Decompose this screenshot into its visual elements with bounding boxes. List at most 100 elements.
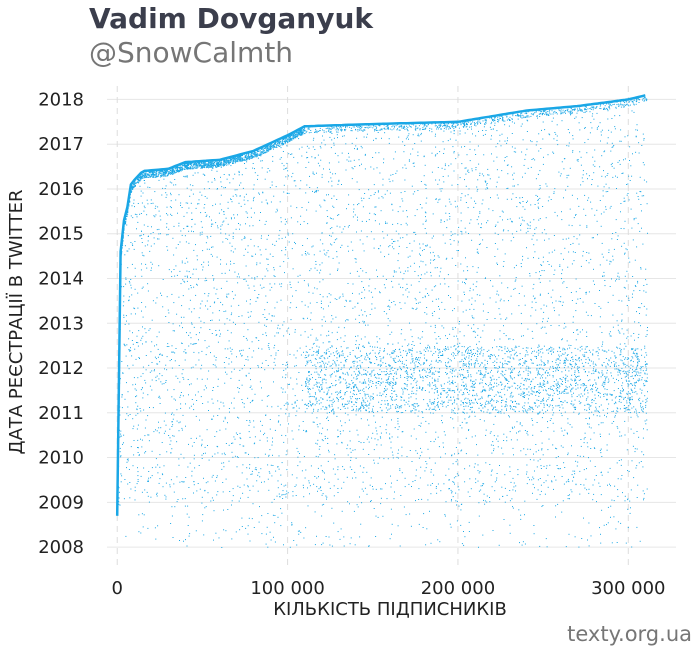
data-point	[243, 278, 245, 280]
data-point	[597, 410, 599, 412]
data-point	[409, 349, 411, 351]
data-point	[592, 113, 594, 115]
data-point	[386, 382, 388, 384]
data-point	[481, 349, 483, 351]
data-point	[607, 118, 609, 120]
data-point	[414, 143, 416, 144]
data-point	[284, 254, 286, 256]
data-point	[512, 507, 514, 509]
data-point	[645, 364, 646, 366]
data-point	[172, 168, 174, 170]
data-point	[338, 161, 340, 163]
data-point	[386, 368, 388, 370]
data-point	[169, 181, 171, 183]
data-point	[527, 378, 529, 380]
data-point	[406, 378, 408, 379]
data-point	[407, 296, 409, 298]
data-point	[279, 142, 281, 144]
data-point	[345, 381, 347, 383]
data-point	[470, 386, 472, 388]
data-point	[254, 442, 256, 444]
data-point	[600, 404, 602, 406]
data-point	[334, 473, 336, 475]
data-point	[449, 365, 451, 367]
data-point	[214, 364, 216, 366]
data-point	[385, 365, 387, 367]
data-point	[156, 344, 158, 346]
data-point	[479, 382, 481, 384]
data-point	[448, 468, 450, 470]
data-point	[298, 425, 300, 427]
data-point	[147, 481, 149, 482]
data-point	[493, 160, 495, 162]
data-point	[362, 206, 364, 208]
data-point	[340, 528, 342, 530]
data-point	[517, 115, 519, 117]
data-point	[452, 381, 453, 383]
data-point	[496, 438, 497, 440]
data-point	[317, 439, 319, 441]
data-point	[204, 507, 206, 509]
data-point	[345, 383, 347, 385]
data-point	[396, 377, 398, 379]
data-point	[298, 372, 300, 373]
data-point	[352, 409, 354, 411]
data-point	[415, 398, 417, 400]
data-point	[579, 287, 581, 289]
data-point	[124, 398, 126, 400]
data-point	[162, 306, 164, 308]
data-point	[332, 408, 334, 410]
data-point	[260, 468, 262, 470]
data-point	[614, 355, 616, 357]
data-point	[538, 373, 540, 375]
data-point	[363, 467, 365, 469]
data-point	[315, 210, 317, 212]
data-point	[188, 394, 189, 396]
data-point	[396, 456, 398, 458]
data-point	[637, 361, 638, 363]
data-point	[447, 274, 449, 276]
data-point	[547, 113, 549, 115]
data-point	[477, 252, 479, 254]
data-point	[361, 298, 363, 299]
data-point	[176, 501, 178, 503]
data-point	[255, 300, 257, 302]
data-point	[634, 370, 636, 372]
data-point	[516, 421, 518, 423]
data-point	[457, 394, 459, 396]
data-point	[450, 131, 452, 133]
data-point	[273, 381, 274, 383]
data-point	[551, 120, 553, 122]
data-point	[129, 282, 131, 284]
data-point	[191, 230, 192, 232]
data-point	[415, 299, 417, 301]
data-point	[267, 345, 269, 347]
data-point	[635, 391, 637, 393]
data-point	[521, 323, 522, 325]
data-point	[556, 135, 558, 137]
data-point	[356, 376, 358, 378]
data-point	[144, 427, 146, 429]
data-point	[304, 253, 306, 254]
data-point	[560, 111, 562, 113]
data-point	[527, 116, 529, 118]
data-point	[526, 412, 528, 414]
data-point	[187, 466, 189, 468]
data-point	[607, 506, 609, 508]
data-point	[207, 481, 209, 483]
data-point	[525, 111, 527, 113]
data-point	[397, 452, 399, 454]
data-point	[207, 295, 209, 297]
data-point	[333, 400, 335, 402]
data-point	[394, 361, 396, 363]
data-point	[526, 148, 528, 150]
data-point	[296, 133, 298, 135]
data-point	[385, 385, 387, 387]
data-point	[435, 360, 437, 362]
data-point	[357, 388, 359, 390]
data-point	[184, 235, 186, 237]
data-point	[625, 345, 627, 347]
data-point	[636, 367, 637, 369]
data-point	[333, 195, 335, 197]
data-point	[454, 381, 456, 383]
